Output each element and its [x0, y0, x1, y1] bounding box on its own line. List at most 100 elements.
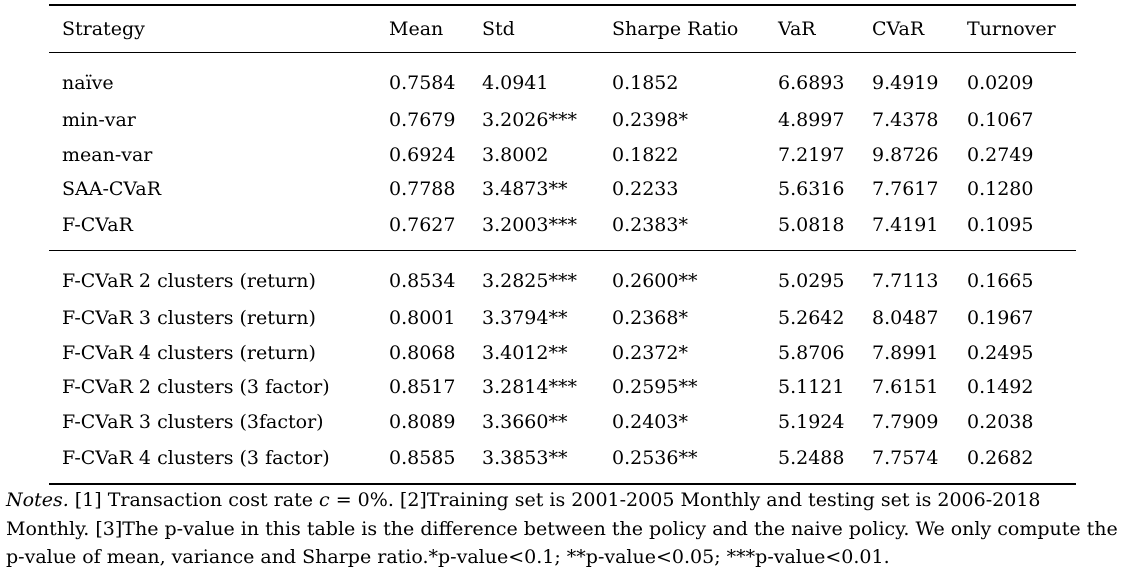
cell-std: 4.0941	[482, 72, 549, 94]
cell-cvar: 7.4378	[872, 109, 939, 132]
cell-mean: 0.7584	[389, 72, 456, 94]
cell-sharpe-ratio: 0.2372*	[612, 341, 688, 364]
table-row: mean-var 0.6924 3.8002 0.1822 7.2197 9.8726 0.…	[49, 137, 1076, 171]
cell-strategy: F-CVaR 4 clusters (3 factor)	[62, 446, 330, 469]
cell-var: 5.2642	[778, 307, 845, 330]
header-mean: Mean	[389, 18, 444, 40]
cell-std: 3.4012**	[482, 341, 568, 364]
header-std: Std	[482, 18, 515, 40]
cell-sharpe-ratio: 0.2368*	[612, 307, 688, 330]
table-row: naïve 0.7584 4.0941 0.1852 6.6893 9.4919 0.020…	[49, 53, 1076, 104]
header-sharpe-ratio: Sharpe Ratio	[612, 18, 739, 40]
notes-item-3: [3]The p-value in this table is the diff…	[6, 517, 1118, 569]
cell-sharpe-ratio: 0.2600**	[612, 270, 698, 293]
cell-cvar: 8.0487	[872, 307, 939, 330]
cell-cvar: 7.6151	[872, 376, 939, 399]
cell-turnover: 0.1665	[967, 270, 1034, 293]
cell-mean: 0.7679	[389, 109, 456, 132]
table-row: F-CVaR 2 clusters (return) 0.8534 3.2825**…	[49, 251, 1076, 302]
cell-cvar: 7.4191	[872, 214, 939, 237]
cell-var: 5.0818	[778, 214, 845, 237]
cell-var: 7.2197	[778, 143, 845, 166]
cell-var: 6.6893	[778, 72, 845, 94]
cell-sharpe-ratio: 0.2403*	[612, 410, 688, 433]
cell-turnover: 0.2682	[967, 446, 1034, 469]
cell-turnover: 0.2038	[967, 410, 1034, 433]
cell-strategy: SAA-CVaR	[62, 177, 162, 200]
notes-item-2: [2]Training set is 2001-2005 Monthly and…	[6, 489, 1041, 540]
cell-sharpe-ratio: 0.2536**	[612, 446, 698, 469]
cell-cvar: 7.8991	[872, 341, 939, 364]
notes-item-1-pre: [1] Transaction cost rate	[68, 489, 320, 511]
table-notes: Notes. [1] Transaction cost rate c = 0%.…	[6, 486, 1126, 572]
cell-cvar: 7.7909	[872, 410, 939, 433]
cell-turnover: 0.1967	[967, 307, 1034, 330]
cell-strategy: F-CVaR	[62, 214, 133, 237]
table-row: F-CVaR 4 clusters (return) 0.8068 3.4012**…	[49, 336, 1076, 370]
cell-cvar: 9.4919	[872, 72, 939, 94]
cell-var: 5.1121	[778, 376, 845, 399]
notes-item-1-var: c	[319, 489, 330, 511]
header-strategy: Strategy	[62, 18, 145, 40]
cell-sharpe-ratio: 0.2595**	[612, 376, 698, 399]
cell-strategy: mean-var	[62, 143, 153, 166]
cell-sharpe-ratio: 0.2233	[612, 177, 679, 200]
notes-label: Notes.	[6, 489, 69, 511]
notes-item-1-post: = 0%.	[329, 489, 394, 511]
cell-sharpe-ratio: 0.2383*	[612, 214, 688, 237]
cell-mean: 0.8534	[389, 270, 456, 293]
cell-sharpe-ratio: 0.2398*	[612, 109, 688, 132]
cell-var: 5.6316	[778, 177, 845, 200]
cell-var: 5.2488	[778, 446, 845, 469]
cell-mean: 0.8517	[389, 376, 456, 399]
cell-turnover: 0.0209	[967, 72, 1034, 94]
cell-turnover: 0.2749	[967, 143, 1034, 166]
header-turnover: Turnover	[967, 18, 1056, 40]
cell-strategy: F-CVaR 3 clusters (return)	[62, 307, 316, 330]
cell-strategy: F-CVaR 4 clusters (return)	[62, 341, 316, 364]
cell-cvar: 9.8726	[872, 143, 939, 166]
table-row: F-CVaR 2 clusters (3 factor) 0.8517 3.2814…	[49, 370, 1076, 404]
cell-var: 5.8706	[778, 341, 845, 364]
cell-turnover: 0.1492	[967, 376, 1034, 399]
header-cvar: CVaR	[872, 18, 925, 40]
cell-std: 3.2026***	[482, 109, 577, 132]
cell-strategy: F-CVaR 3 clusters (3factor)	[62, 410, 324, 433]
table-row: F-CVaR 3 clusters (3factor) 0.8089 3.3660*…	[49, 404, 1076, 438]
cell-strategy: naïve	[62, 72, 114, 94]
cell-strategy: F-CVaR 2 clusters (3 factor)	[62, 376, 330, 399]
cell-sharpe-ratio: 0.1822	[612, 143, 679, 166]
cell-turnover: 0.1067	[967, 109, 1034, 132]
cell-std: 3.3794**	[482, 307, 568, 330]
cell-sharpe-ratio: 0.1852	[612, 72, 679, 94]
results-table: Strategy Mean Std Sharpe Ratio VaR CVaR …	[49, 4, 1076, 485]
header-var: VaR	[778, 18, 816, 40]
table-row: F-CVaR 3 clusters (return) 0.8001 3.3794**…	[49, 301, 1076, 335]
cell-strategy: min-var	[62, 109, 136, 132]
cell-std: 3.2003***	[482, 214, 577, 237]
cell-mean: 0.8001	[389, 307, 456, 330]
cell-var: 5.0295	[778, 270, 845, 293]
cell-std: 3.2825***	[482, 270, 577, 293]
cell-mean: 0.8585	[389, 446, 456, 469]
cell-mean: 0.7788	[389, 177, 456, 200]
cell-cvar: 7.7617	[872, 177, 939, 200]
cell-mean: 0.6924	[389, 143, 456, 166]
cell-mean: 0.7627	[389, 214, 456, 237]
cell-cvar: 7.7113	[872, 270, 939, 293]
table-row: F-CVaR 0.7627 3.2003*** 0.2383* 5.0818 7.4191…	[49, 206, 1076, 251]
header-row: Strategy Mean Std Sharpe Ratio VaR CVaR …	[49, 5, 1076, 53]
table-row: min-var 0.7679 3.2026*** 0.2398* 4.8997 7.437…	[49, 103, 1076, 137]
cell-std: 3.4873**	[482, 177, 568, 200]
table-row: F-CVaR 4 clusters (3 factor) 0.8585 3.3853…	[49, 439, 1076, 484]
cell-turnover: 0.1280	[967, 177, 1034, 200]
cell-turnover: 0.1095	[967, 214, 1034, 237]
cell-strategy: F-CVaR 2 clusters (return)	[62, 270, 316, 293]
table-group-baselines: naïve 0.7584 4.0941 0.1852 6.6893 9.4919 0.020…	[49, 53, 1076, 251]
cell-std: 3.3660**	[482, 410, 568, 433]
table-header: Strategy Mean Std Sharpe Ratio VaR CVaR …	[49, 5, 1076, 53]
cell-std: 3.8002	[482, 143, 549, 166]
cell-var: 4.8997	[778, 109, 845, 132]
cell-mean: 0.8089	[389, 410, 456, 433]
cell-mean: 0.8068	[389, 341, 456, 364]
